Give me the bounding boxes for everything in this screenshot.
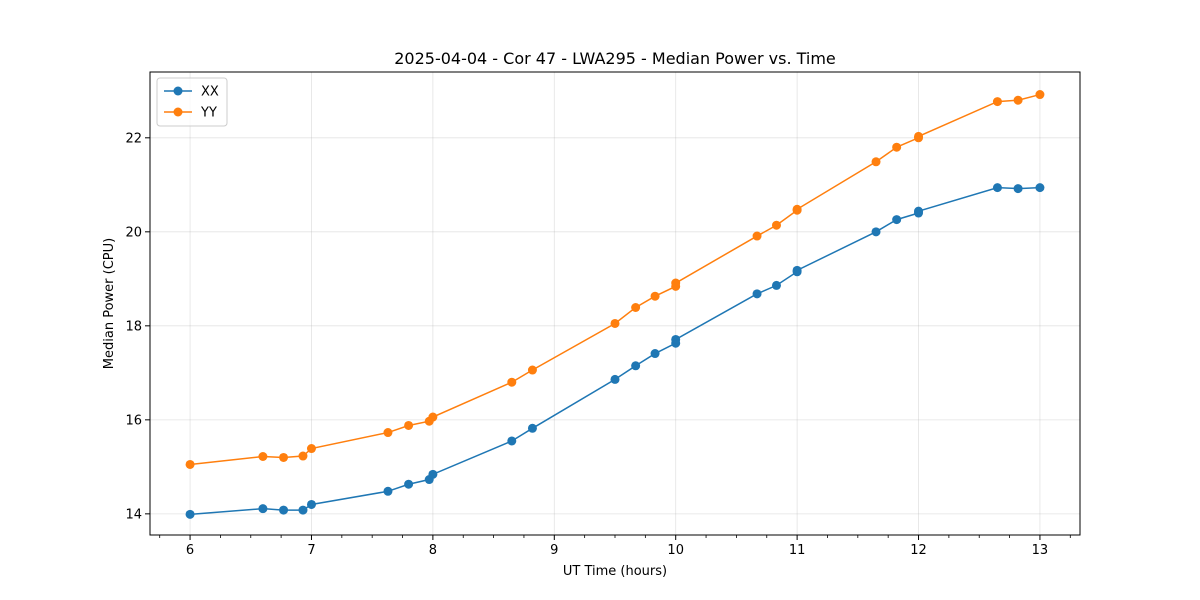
data-point-yy	[383, 428, 393, 438]
y-tick-label: 18	[125, 319, 142, 334]
series-layer	[185, 90, 1045, 519]
legend-label-yy: YY	[200, 106, 217, 121]
data-point-xx	[404, 479, 414, 489]
data-point-yy	[610, 318, 620, 328]
data-point-xx	[771, 280, 781, 290]
data-point-xx	[298, 505, 308, 515]
data-point-xx	[671, 334, 681, 344]
legend-label-xx: XX	[201, 85, 219, 100]
data-point-xx	[892, 215, 902, 225]
data-point-yy	[306, 444, 316, 454]
data-point-xx	[650, 349, 660, 359]
data-point-xx	[610, 374, 620, 384]
x-tick-label: 8	[429, 543, 437, 558]
data-point-yy	[792, 204, 802, 214]
y-tick-label: 16	[125, 413, 142, 428]
data-point-yy	[914, 131, 924, 141]
data-point-yy	[752, 231, 762, 241]
data-point-yy	[298, 451, 308, 461]
data-point-yy	[279, 452, 289, 462]
tick-layer: 6 7 8 9 10 11 12 13 14 16 18 20 22	[125, 131, 1071, 558]
data-point-xx	[871, 227, 881, 237]
data-point-yy	[650, 291, 660, 301]
data-point-xx	[279, 505, 289, 515]
data-point-yy	[871, 157, 881, 167]
y-tick-label: 20	[125, 225, 142, 240]
data-point-xx	[383, 486, 393, 496]
data-point-xx	[258, 504, 268, 514]
data-point-yy	[428, 412, 438, 422]
data-point-xx	[914, 206, 924, 216]
legend: XX YY	[156, 77, 228, 127]
data-point-yy	[185, 459, 195, 469]
x-tick-label: 11	[789, 543, 806, 558]
data-point-xx	[631, 361, 641, 371]
data-point-xx	[527, 423, 537, 433]
y-tick-label: 22	[125, 131, 142, 146]
data-point-yy	[771, 220, 781, 230]
data-point-yy	[631, 303, 641, 312]
data-point-xx	[306, 499, 316, 509]
x-tick-label: 13	[1032, 543, 1049, 558]
x-tick-label: 12	[910, 543, 927, 558]
data-point-xx	[185, 509, 195, 519]
legend-marker-xx	[173, 86, 183, 96]
x-tick-label: 7	[307, 543, 315, 558]
data-point-xx	[428, 469, 438, 479]
data-point-yy	[527, 365, 537, 375]
y-tick-label: 14	[125, 507, 142, 522]
chart-title: 2025-04-04 - Cor 47 - LWA295 - Median Po…	[394, 49, 836, 68]
data-point-yy	[892, 142, 902, 152]
data-point-yy	[1013, 95, 1023, 105]
y-axis-label: Median Power (CPU)	[102, 238, 117, 369]
data-point-xx	[507, 436, 517, 446]
data-point-yy	[258, 452, 268, 461]
data-point-yy	[992, 97, 1002, 107]
data-point-xx	[1013, 184, 1023, 194]
x-tick-label: 10	[667, 543, 684, 558]
data-point-xx	[792, 265, 802, 275]
x-axis-label: UT Time (hours)	[563, 564, 667, 579]
data-point-xx	[992, 183, 1002, 193]
data-point-xx	[1035, 183, 1045, 193]
x-tick-label: 9	[550, 543, 558, 558]
data-point-yy	[404, 420, 414, 430]
data-point-xx	[752, 289, 762, 299]
x-tick-label: 6	[186, 543, 194, 558]
legend-marker-yy	[173, 107, 183, 117]
data-point-yy	[671, 278, 681, 288]
data-point-yy	[507, 377, 517, 387]
data-point-yy	[1035, 90, 1045, 100]
